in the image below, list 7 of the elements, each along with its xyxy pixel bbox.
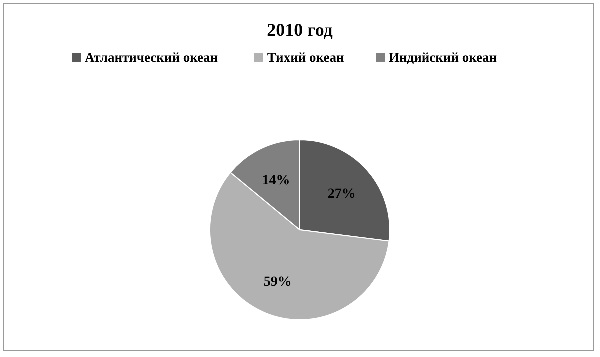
legend-label: Атлантический океан — [85, 50, 218, 65]
data-label: 59% — [264, 275, 292, 290]
data-label: 27% — [328, 187, 356, 202]
chart-title: 2010 год — [267, 20, 333, 40]
legend-label: Индийский океан — [389, 50, 498, 65]
data-label: 14% — [262, 174, 290, 189]
legend-label: Тихий океан — [267, 50, 344, 65]
